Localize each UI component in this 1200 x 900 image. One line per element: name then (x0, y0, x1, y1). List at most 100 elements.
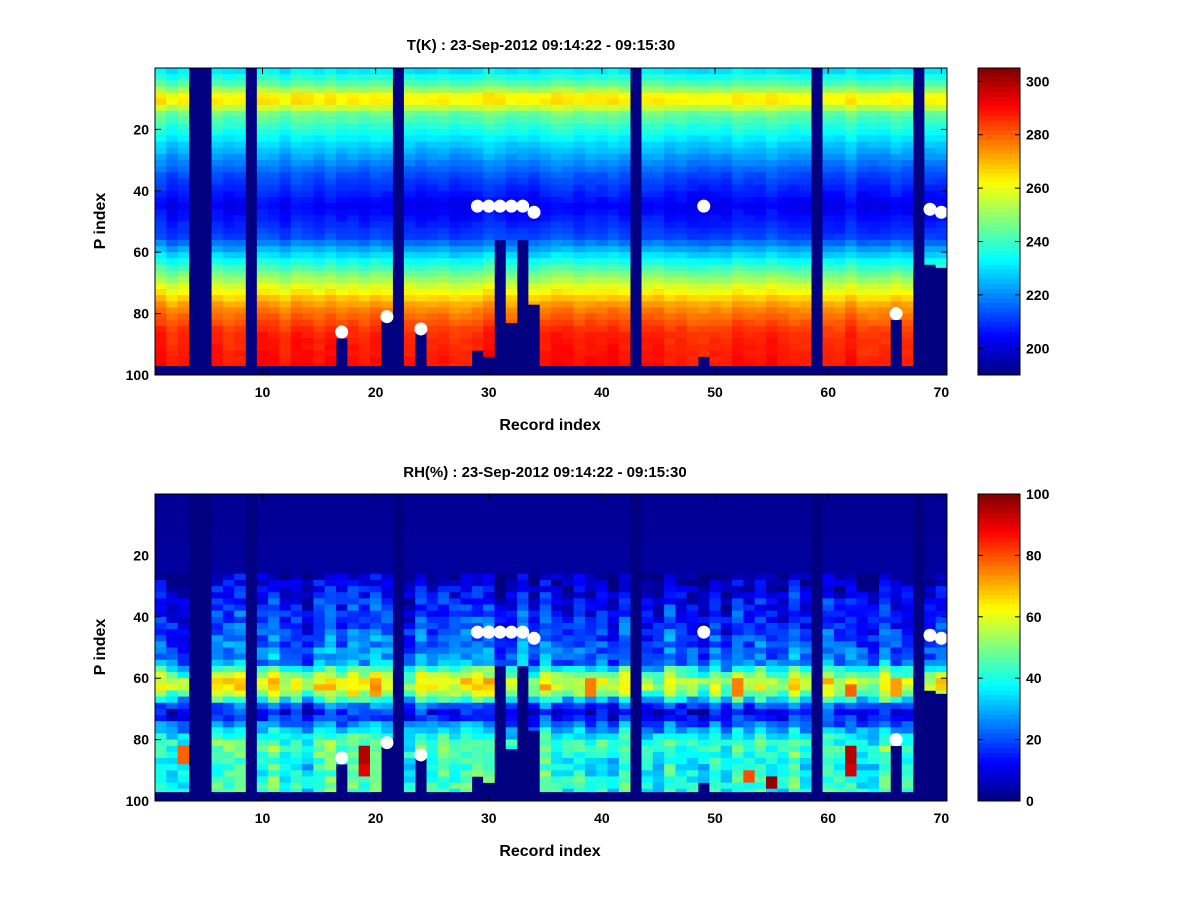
heatmap-cell (618, 696, 631, 704)
heatmap-cell (607, 672, 620, 679)
heatmap-cell (551, 276, 563, 284)
heatmap-cell (584, 80, 597, 87)
heatmap-cell (664, 110, 676, 118)
heatmap-cell (369, 147, 382, 155)
heatmap-cell (369, 641, 382, 648)
heatmap-cell (505, 246, 518, 253)
heatmap-cell (403, 110, 416, 118)
heatmap-cell (403, 727, 416, 734)
heatmap-cell (471, 586, 484, 593)
colorbar-step (978, 159, 1020, 165)
heatmap-cell (901, 270, 914, 278)
heatmap-cell (743, 166, 755, 173)
heatmap-cell (166, 295, 178, 302)
heatmap-cell (664, 258, 676, 265)
heatmap-cell (584, 536, 597, 544)
heatmap-cell (720, 80, 733, 87)
heatmap-cell (551, 745, 563, 753)
heatmap-cell (415, 555, 427, 562)
heatmap-cell (347, 209, 359, 216)
heatmap-cell (369, 500, 382, 507)
heatmap-cell (347, 586, 359, 593)
heatmap-cell (528, 239, 540, 247)
heatmap-cell (845, 282, 857, 290)
heatmap-cell (211, 506, 224, 513)
heatmap-cell (551, 129, 563, 136)
heatmap-cell (675, 233, 688, 241)
heatmap-cell (347, 92, 359, 99)
heatmap-cell (618, 356, 631, 364)
heatmap-cell (437, 80, 450, 87)
heatmap-cell (471, 92, 484, 99)
heatmap-cell (313, 733, 326, 740)
heatmap-cell (313, 696, 326, 704)
heatmap-cell (336, 86, 348, 93)
heatmap-cell (449, 117, 461, 124)
heatmap-cell (539, 512, 552, 519)
heatmap-cell (799, 295, 812, 302)
heatmap-cell (641, 86, 654, 93)
heatmap-cell (222, 659, 235, 667)
heatmap-cell (732, 129, 744, 136)
heatmap-cell (460, 604, 473, 611)
heatmap-cell (833, 110, 846, 118)
heatmap-cell (222, 135, 235, 142)
heatmap-cell (279, 295, 292, 302)
heatmap-cell (743, 129, 755, 136)
heatmap-cell (155, 653, 167, 661)
heatmap-cell (494, 227, 507, 235)
heatmap-cell (347, 690, 359, 697)
heatmap-cell (290, 690, 303, 697)
heatmap-cell (754, 307, 767, 314)
heatmap-cell (822, 362, 835, 367)
heatmap-cell (664, 282, 676, 290)
heatmap-cell (302, 518, 314, 525)
heatmap-cell (324, 209, 337, 216)
colorbar-step (978, 96, 1020, 103)
heatmap-cell (867, 301, 880, 308)
heatmap-cell (799, 350, 812, 357)
heatmap-cell (562, 751, 574, 759)
heatmap-cell (324, 653, 337, 661)
heatmap-cell (607, 129, 620, 136)
heatmap-cell (302, 141, 314, 149)
heatmap-cell (618, 665, 631, 673)
heatmap-cell (268, 696, 280, 704)
colorbar-step (978, 360, 1020, 366)
heatmap-cell (347, 282, 359, 290)
heatmap-cell (290, 702, 303, 710)
heatmap-cell (358, 770, 371, 777)
heatmap-cell (222, 184, 235, 192)
heatmap-cell (155, 702, 167, 710)
heatmap-cell (765, 295, 778, 302)
heatmap-cell (369, 758, 382, 765)
heatmap-cell (607, 764, 620, 771)
heatmap-cell (437, 123, 450, 130)
heatmap-cell (539, 276, 552, 284)
heatmap-cell (369, 629, 382, 636)
heatmap-cell (641, 289, 654, 296)
heatmap-column-36 (551, 494, 563, 793)
heatmap-cell (652, 325, 665, 333)
heatmap-cell (403, 530, 416, 538)
heatmap-cell (290, 135, 303, 142)
heatmap-cell (166, 721, 178, 728)
heatmap-cell (369, 246, 382, 253)
heatmap-cell (584, 110, 597, 118)
heatmap-cell (155, 751, 167, 759)
heatmap-cell (833, 344, 846, 351)
heatmap-cell (664, 289, 676, 296)
heatmap-cell (924, 104, 936, 112)
heatmap-cell (573, 708, 586, 716)
heatmap-column-28 (460, 494, 473, 793)
heatmap-cell (562, 494, 574, 501)
heatmap-column-27 (449, 68, 461, 367)
heatmap-cell (924, 184, 936, 192)
heatmap-cell (222, 166, 235, 173)
heatmap-cell (641, 270, 654, 278)
colorbar-step (978, 259, 1020, 266)
heatmap-cell (211, 494, 224, 501)
heatmap-cell (222, 178, 235, 185)
heatmap-cell (279, 745, 292, 753)
